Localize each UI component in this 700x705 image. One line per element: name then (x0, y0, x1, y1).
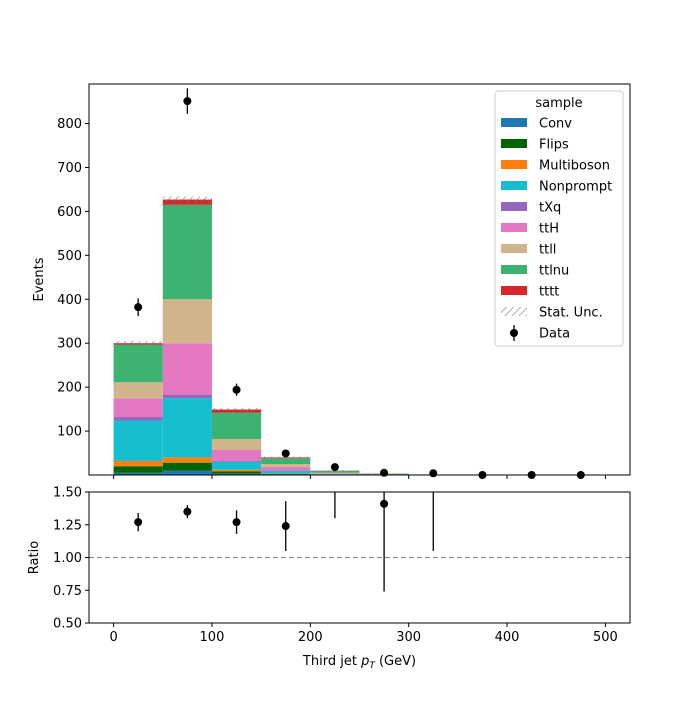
bar-tth-bin-1 (163, 343, 212, 394)
ratio-y-tick-label-1: 0.75 (53, 584, 82, 599)
ratio-x-tick-label-3: 300 (396, 630, 421, 645)
bar-ttlnu-bin-1 (163, 205, 212, 299)
legend-swatch-tttt (501, 286, 527, 295)
legend-swatch-txq (501, 202, 527, 211)
data-point-bin-0 (134, 303, 142, 311)
x-axis-label: Third jet pT (GeV) (302, 654, 416, 671)
bar-ttll-bin-1 (163, 299, 212, 343)
main-y-tick-label-2: 300 (57, 337, 82, 352)
bar-txq-bin-1 (163, 395, 212, 399)
legend-swatch-conv (501, 118, 527, 127)
legend-label-txq: tXq (539, 201, 561, 216)
bar-nonprompt-bin-0 (114, 421, 163, 461)
ratio-point-1 (183, 508, 191, 516)
data-point-bin-6 (429, 469, 437, 477)
ratio-x-tick-label-1: 100 (200, 630, 225, 645)
bar-multiboson-bin-0 (114, 461, 163, 466)
legend-label-nonprompt: Nonprompt (539, 180, 612, 195)
ratio-point-5 (380, 500, 388, 508)
ratio-y-tick-label-0: 0.50 (53, 617, 82, 632)
data-point-bin-1 (183, 97, 191, 105)
bar-tth-bin-0 (114, 399, 163, 417)
legend-swatch-tth (501, 223, 527, 232)
stat-unc-band-bin-0 (114, 341, 163, 345)
bar-ttll-bin-4 (310, 473, 359, 474)
bar-ttlnu-bin-2 (212, 413, 261, 439)
ratio-x-tick-label-4: 400 (495, 630, 520, 645)
legend-title: sample (535, 96, 582, 111)
bar-txq-bin-2 (212, 461, 261, 462)
bar-nonprompt-bin-2 (212, 462, 261, 470)
legend-label-ttll: ttll (539, 243, 556, 258)
ratio-x-tick-label-5: 500 (593, 630, 618, 645)
x-axis-label-unit: (GeV) (375, 654, 416, 669)
legend-label-tth: ttH (539, 222, 559, 237)
main-y-tick-label-0: 100 (57, 425, 82, 440)
legend-data-marker (510, 329, 518, 337)
ratio-y-axis-label: Ratio (27, 541, 42, 574)
ratio-y-tick-label-4: 1.50 (53, 486, 82, 501)
bar-conv-bin-1 (163, 471, 212, 475)
data-point-bin-5 (380, 469, 388, 477)
legend-label-ttlnu: ttlnu (539, 264, 569, 279)
bar-txq-bin-0 (114, 417, 163, 421)
bar-tth-bin-2 (212, 450, 261, 461)
legend-label-multiboson: Multiboson (539, 159, 610, 174)
ratio-x-tick-label-2: 200 (298, 630, 323, 645)
bar-ttlnu-bin-3 (261, 458, 310, 464)
main-y-tick-label-7: 800 (57, 117, 82, 132)
bar-tth-bin-3 (261, 467, 310, 471)
legend-label-conv: Conv (539, 117, 572, 132)
ratio-point-2 (233, 518, 241, 526)
ratio-y-tick-label-3: 1.25 (53, 518, 82, 533)
main-y-tick-label-3: 400 (57, 293, 82, 308)
bar-nonprompt-bin-3 (261, 471, 310, 474)
bar-ttlnu-bin-0 (114, 345, 163, 383)
bar-flips-bin-2 (212, 471, 261, 473)
legend-label-stat-unc: Stat. Unc. (539, 306, 603, 321)
bar-flips-bin-0 (114, 466, 163, 473)
main-y-tick-label-6: 700 (57, 161, 82, 176)
x-axis-label-symbol: p (360, 654, 369, 669)
bar-multiboson-bin-2 (212, 470, 261, 472)
legend-swatch-multiboson (501, 160, 527, 169)
legend-swatch-ttlnu (501, 265, 527, 274)
data-point-bin-4 (331, 463, 339, 471)
main-y-tick-label-5: 600 (57, 205, 82, 220)
main-y-tick-label-4: 500 (57, 249, 82, 264)
stat-unc-band-bin-1 (163, 196, 212, 202)
ratio-point-0 (134, 518, 142, 526)
bar-tth-bin-4 (310, 473, 359, 474)
bar-multiboson-bin-1 (163, 457, 212, 462)
data-point-bin-2 (233, 386, 241, 394)
bar-ttlnu-bin-4 (310, 471, 359, 473)
main-y-axis-label: Events (32, 257, 47, 301)
ratio-point-3 (282, 522, 290, 530)
bar-nonprompt-bin-1 (163, 398, 212, 457)
bar-ttll-bin-3 (261, 464, 310, 467)
legend-label-tttt: tttt (539, 285, 559, 300)
ratio-y-tick-label-2: 1.00 (53, 551, 82, 566)
bar-ttll-bin-2 (212, 439, 261, 450)
bar-ttll-bin-0 (114, 382, 163, 398)
legend: sample Conv Flips Multiboson Nonprompt tXq ttH… (495, 91, 623, 346)
legend-swatch-stat-unc (501, 307, 527, 316)
x-axis-label-prefix: Third jet (302, 654, 361, 669)
main-y-tick-label-1: 200 (57, 381, 82, 396)
ratio-x-tick-label-0: 0 (109, 630, 117, 645)
data-point-bin-3 (282, 449, 290, 457)
stat-unc-band-bin-2 (212, 408, 261, 412)
legend-label-data: Data (539, 327, 570, 342)
legend-label-flips: Flips (539, 138, 569, 153)
legend-swatch-nonprompt (501, 181, 527, 190)
bar-flips-bin-1 (163, 463, 212, 471)
legend-swatch-flips (501, 139, 527, 148)
legend-swatch-ttll (501, 244, 527, 253)
